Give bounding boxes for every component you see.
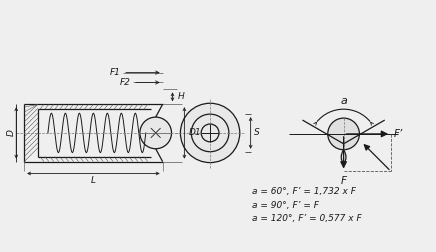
Text: F: F [341, 176, 347, 186]
Text: a = 60°, F’ = 1,732 x F: a = 60°, F’ = 1,732 x F [252, 187, 355, 196]
Text: D: D [7, 130, 16, 136]
Text: a = 90°, F’ = F: a = 90°, F’ = F [252, 201, 319, 210]
Text: F1: F1 [110, 68, 121, 77]
Text: a: a [340, 96, 347, 106]
Circle shape [140, 117, 171, 149]
Text: S: S [254, 129, 259, 137]
Text: F’: F’ [394, 129, 403, 139]
Text: a = 120°, F’ = 0,577 x F: a = 120°, F’ = 0,577 x F [252, 214, 361, 224]
Text: H: H [177, 92, 184, 101]
Circle shape [181, 103, 240, 163]
PathPatch shape [341, 150, 346, 164]
Circle shape [328, 118, 359, 150]
Text: D1: D1 [188, 129, 201, 137]
Text: F2: F2 [120, 78, 131, 87]
Text: L: L [91, 176, 96, 185]
